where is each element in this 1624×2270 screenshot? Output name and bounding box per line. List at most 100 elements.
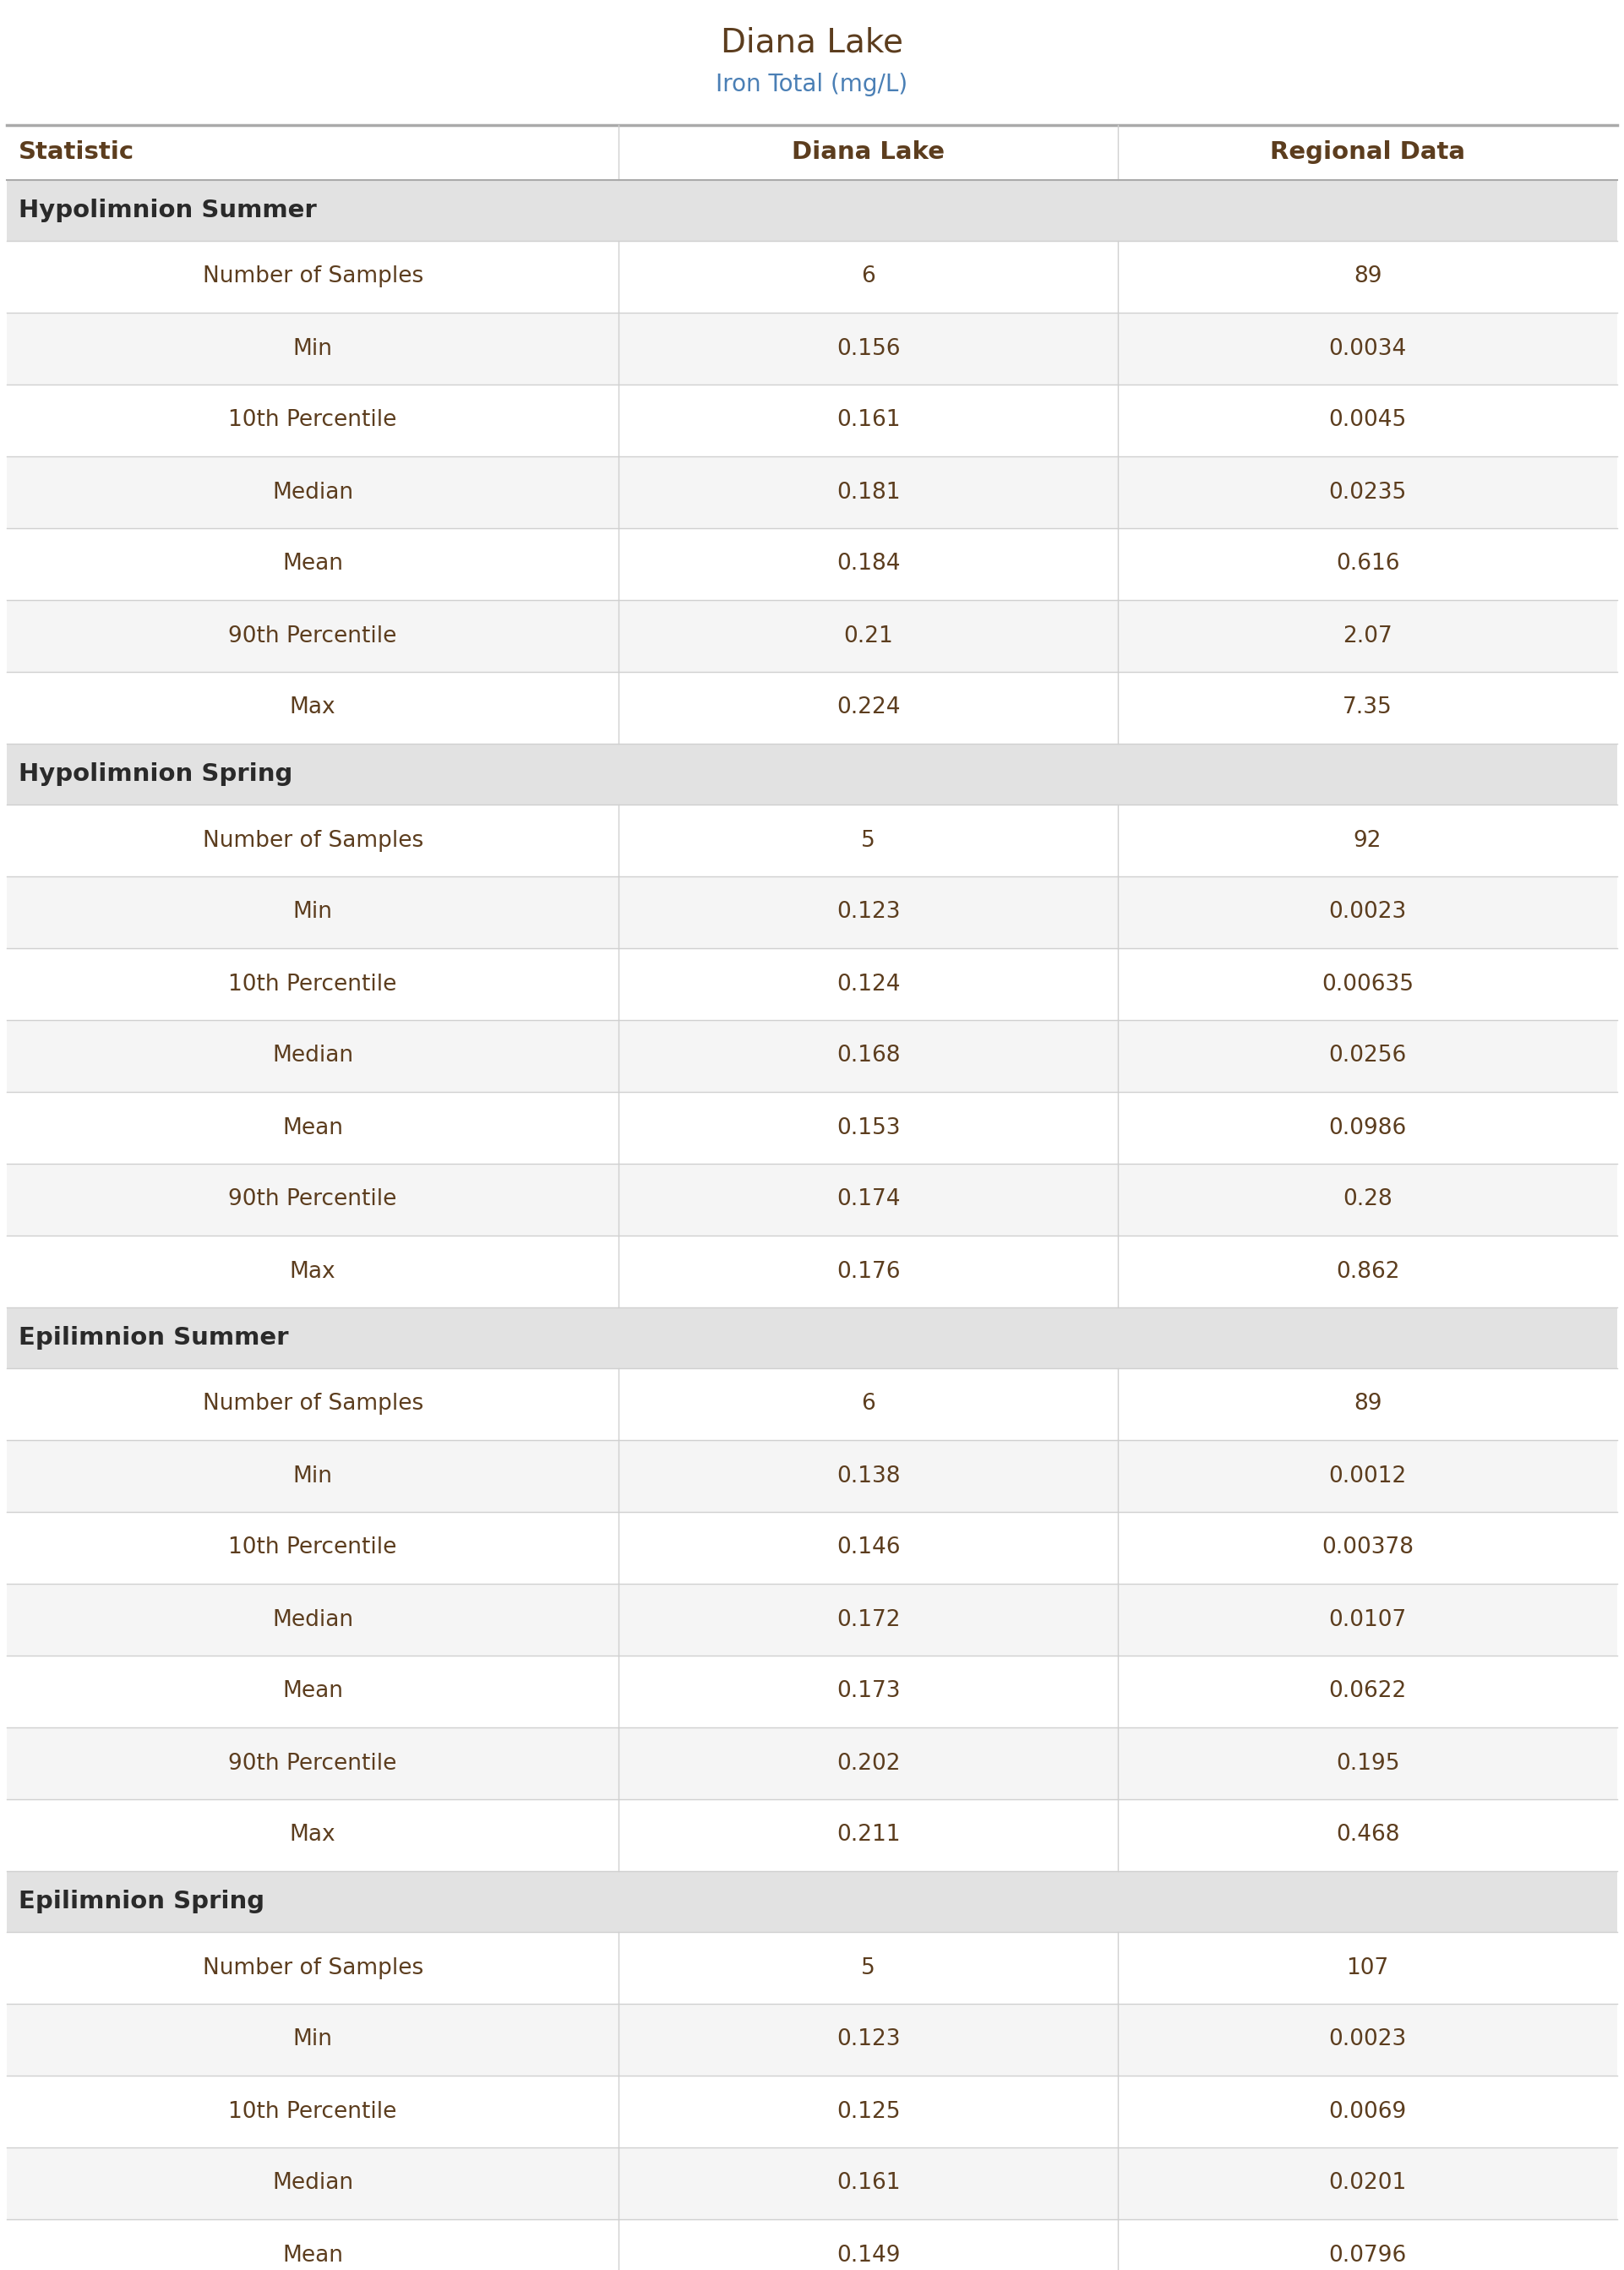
Text: Number of Samples: Number of Samples [203, 829, 424, 851]
Text: Diana Lake: Diana Lake [793, 141, 945, 163]
Text: Median: Median [273, 481, 354, 504]
Bar [6, 1512, 1618, 1584]
Text: Number of Samples: Number of Samples [203, 1957, 424, 1979]
Bar [6, 179, 1618, 241]
Bar [6, 456, 1618, 529]
Text: Statistic: Statistic [18, 141, 135, 163]
Bar [6, 2075, 1618, 2147]
Text: Mean: Mean [283, 1117, 343, 1140]
Text: Max: Max [289, 1260, 336, 1283]
Text: 0.0256: 0.0256 [1328, 1044, 1406, 1067]
Text: 0.172: 0.172 [836, 1609, 900, 1630]
Text: 107: 107 [1346, 1957, 1389, 1979]
Text: Number of Samples: Number of Samples [203, 1394, 424, 1414]
Text: 0.146: 0.146 [836, 1537, 900, 1559]
Text: 0.0201: 0.0201 [1328, 2172, 1406, 2195]
Bar [6, 2147, 1618, 2220]
Text: 10th Percentile: 10th Percentile [229, 2100, 396, 2122]
Text: 0.138: 0.138 [836, 1464, 900, 1487]
Text: 0.202: 0.202 [836, 1752, 900, 1775]
Text: 0.173: 0.173 [836, 1680, 900, 1702]
Bar [6, 745, 1618, 804]
Text: 7.35: 7.35 [1343, 697, 1392, 720]
Text: 0.161: 0.161 [836, 2172, 900, 2195]
Text: 0.616: 0.616 [1335, 554, 1400, 574]
Text: Hypolimnion Summer: Hypolimnion Summer [18, 197, 317, 222]
Bar [6, 1369, 1618, 1439]
Text: 0.156: 0.156 [836, 338, 900, 359]
Text: 0.0045: 0.0045 [1328, 409, 1406, 431]
Text: Median: Median [273, 1609, 354, 1630]
Bar [6, 1092, 1618, 1165]
Text: Min: Min [292, 901, 333, 924]
Text: 0.168: 0.168 [836, 1044, 900, 1067]
Bar [6, 241, 1618, 313]
Text: 0.00635: 0.00635 [1322, 974, 1413, 994]
Bar [6, 949, 1618, 1019]
Text: 90th Percentile: 90th Percentile [229, 1189, 396, 1210]
Text: 0.28: 0.28 [1343, 1189, 1392, 1210]
Bar [6, 1655, 1618, 1727]
Text: 0.0069: 0.0069 [1328, 2100, 1406, 2122]
Text: 0.0023: 0.0023 [1328, 901, 1406, 924]
Text: 6: 6 [861, 1394, 875, 1414]
Text: 0.124: 0.124 [836, 974, 900, 994]
Text: 0.153: 0.153 [836, 1117, 900, 1140]
Text: Max: Max [289, 697, 336, 720]
Text: 0.123: 0.123 [836, 2029, 900, 2050]
Text: Min: Min [292, 338, 333, 359]
Text: Mean: Mean [283, 2245, 343, 2265]
Text: 92: 92 [1353, 829, 1382, 851]
Text: 0.224: 0.224 [836, 697, 900, 720]
Text: 90th Percentile: 90th Percentile [229, 1752, 396, 1775]
Text: 0.125: 0.125 [836, 2100, 900, 2122]
Text: 0.174: 0.174 [836, 1189, 900, 1210]
Bar [6, 1932, 1618, 2004]
Text: 0.195: 0.195 [1335, 1752, 1400, 1775]
Text: 0.468: 0.468 [1335, 1825, 1400, 1846]
Text: 6: 6 [861, 266, 875, 288]
Text: 0.176: 0.176 [836, 1260, 900, 1283]
Bar [6, 1019, 1618, 1092]
Text: Mean: Mean [283, 1680, 343, 1702]
Bar [6, 599, 1618, 672]
Text: 90th Percentile: 90th Percentile [229, 624, 396, 647]
Text: 0.0986: 0.0986 [1328, 1117, 1406, 1140]
Bar [6, 1727, 1618, 1800]
Bar [6, 384, 1618, 456]
Text: 5: 5 [861, 829, 875, 851]
Text: 0.161: 0.161 [836, 409, 900, 431]
Text: Diana Lake: Diana Lake [721, 27, 903, 59]
Bar [6, 1870, 1618, 1932]
Bar [6, 1800, 1618, 1870]
Text: 0.0796: 0.0796 [1328, 2245, 1406, 2265]
Text: 2.07: 2.07 [1343, 624, 1392, 647]
Text: 0.0023: 0.0023 [1328, 2029, 1406, 2050]
Bar [6, 1308, 1618, 1369]
Text: 0.123: 0.123 [836, 901, 900, 924]
Text: 10th Percentile: 10th Percentile [229, 409, 396, 431]
Text: 0.0012: 0.0012 [1328, 1464, 1406, 1487]
Text: Mean: Mean [283, 554, 343, 574]
Bar [6, 1235, 1618, 1308]
Bar [6, 1165, 1618, 1235]
Text: Median: Median [273, 1044, 354, 1067]
Text: Min: Min [292, 1464, 333, 1487]
Text: 0.0034: 0.0034 [1328, 338, 1406, 359]
Text: Epilimnion Spring: Epilimnion Spring [18, 1889, 265, 1914]
Bar [6, 2220, 1618, 2270]
Text: 0.862: 0.862 [1335, 1260, 1400, 1283]
Text: Epilimnion Summer: Epilimnion Summer [18, 1326, 289, 1351]
Bar [6, 804, 1618, 876]
Bar [6, 529, 1618, 599]
Bar [6, 672, 1618, 745]
Bar [6, 1584, 1618, 1655]
Text: 0.21: 0.21 [843, 624, 893, 647]
Text: Number of Samples: Number of Samples [203, 266, 424, 288]
Text: Max: Max [289, 1825, 336, 1846]
Text: 89: 89 [1353, 1394, 1382, 1414]
Text: 0.184: 0.184 [836, 554, 900, 574]
Text: 89: 89 [1353, 266, 1382, 288]
Text: 0.00378: 0.00378 [1322, 1537, 1413, 1559]
Text: 10th Percentile: 10th Percentile [229, 1537, 396, 1559]
